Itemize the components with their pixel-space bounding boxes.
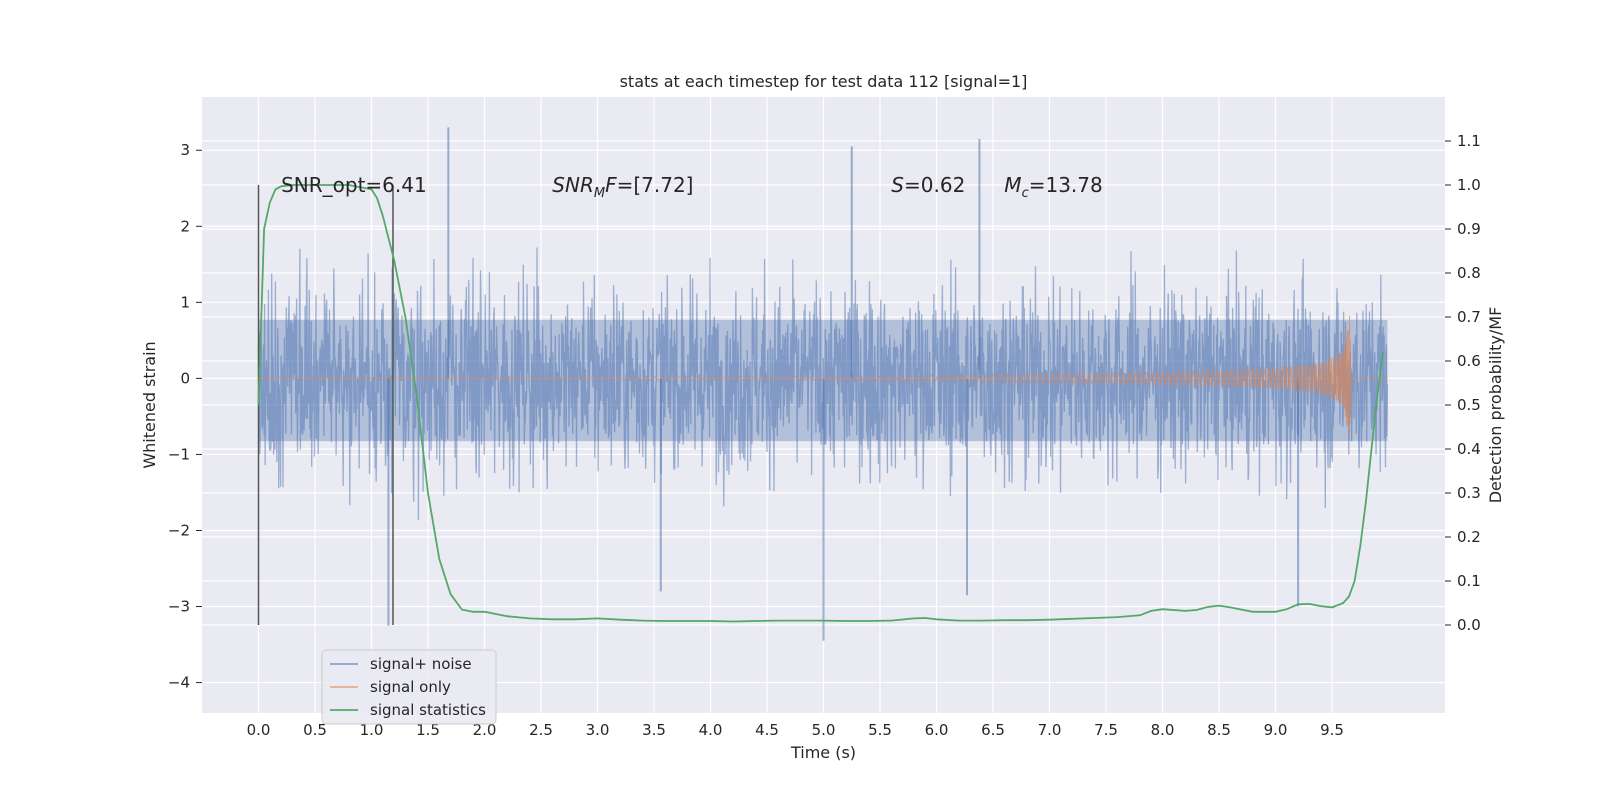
x-tick-label: 6.5 bbox=[981, 721, 1005, 739]
y2-tick-label: 0.2 bbox=[1457, 528, 1481, 546]
signal-statistics-series bbox=[257, 184, 1384, 623]
annotation-text: S=0.62 bbox=[891, 173, 965, 197]
legend-entry: signal+ noise bbox=[370, 655, 472, 673]
x-tick-label: 6.0 bbox=[925, 721, 949, 739]
x-tick-label: 8.0 bbox=[1151, 721, 1175, 739]
x-tick-label: 5.5 bbox=[868, 721, 892, 739]
x-tick-label: 9.0 bbox=[1264, 721, 1288, 739]
y2-tick-label: 0.1 bbox=[1457, 572, 1481, 590]
y-tick-label: −1 bbox=[168, 445, 190, 463]
signal-only-series bbox=[258, 315, 1388, 438]
x-tick-label: 0.0 bbox=[247, 721, 271, 739]
y2-tick-label: 1.0 bbox=[1457, 176, 1481, 194]
y-tick-label: 1 bbox=[180, 293, 190, 311]
y2-axis-label: Detection probability/MF bbox=[1486, 307, 1505, 504]
chart-title: stats at each timestep for test data 112… bbox=[620, 72, 1028, 91]
y-tick-label: −2 bbox=[168, 521, 190, 539]
y2-axis-ticks: 1.1 1.0 0.9 0.8 0.7 0.6 0.5 0.4 0.3 0.2 0.1 0.0 bbox=[1445, 132, 1481, 634]
y2-tick-label: 0.5 bbox=[1457, 396, 1481, 414]
x-tick-label: 3.0 bbox=[586, 721, 610, 739]
x-tick-label: 4.0 bbox=[699, 721, 723, 739]
y-tick-label: 3 bbox=[180, 141, 190, 159]
y2-tick-label: 0.8 bbox=[1457, 264, 1481, 282]
legend-box bbox=[321, 649, 497, 725]
x-tick-label: 7.5 bbox=[1094, 721, 1118, 739]
x-tick-label: 8.5 bbox=[1207, 721, 1231, 739]
legend: signal+ noise signal only signal statistic… bbox=[321, 649, 497, 725]
y2-tick-label: 0.7 bbox=[1457, 308, 1481, 326]
y2-tick-label: 0.9 bbox=[1457, 220, 1481, 238]
y-axis-label: Whitened strain bbox=[140, 341, 159, 468]
annotation-text: SNR_opt=6.41 bbox=[281, 173, 427, 197]
annotations: SNR_opt=6.41 SNRMF=[7.72] S=0.62 Mc=13.78 bbox=[281, 173, 1103, 201]
series-line-signal-only bbox=[258, 315, 1388, 438]
y-axis-ticks: 3 2 1 0 −1 −2 −3 −4 bbox=[168, 141, 202, 692]
y2-tick-label: 1.1 bbox=[1457, 132, 1481, 150]
annotation-text: SNRMF=[7.72] bbox=[552, 173, 693, 201]
annotation-text: Mc=13.78 bbox=[1004, 173, 1102, 201]
y-tick-label: 2 bbox=[180, 217, 190, 235]
y2-tick-label: 0.0 bbox=[1457, 616, 1481, 634]
legend-entry: signal statistics bbox=[370, 701, 486, 719]
x-tick-label: 1.0 bbox=[360, 721, 384, 739]
series-line-signal-statistics bbox=[257, 184, 1384, 623]
x-tick-label: 3.5 bbox=[642, 721, 666, 739]
x-tick-label: 4.5 bbox=[755, 721, 779, 739]
x-tick-label: 0.5 bbox=[303, 721, 327, 739]
x-axis-ticks: 0.0 0.5 1.0 1.5 2.0 2.5 3.0 3.5 4.0 4.5 5.0 5.5 6.0 6… bbox=[247, 721, 1344, 739]
x-tick-label: 2.5 bbox=[529, 721, 553, 739]
y-tick-label: −3 bbox=[168, 598, 190, 616]
y2-tick-label: 0.4 bbox=[1457, 440, 1481, 458]
y-tick-label: 0 bbox=[180, 369, 190, 387]
x-tick-label: 9.5 bbox=[1320, 721, 1344, 739]
x-axis-label: Time (s) bbox=[790, 743, 856, 762]
legend-entry: signal only bbox=[370, 678, 451, 696]
x-tick-label: 1.5 bbox=[416, 721, 440, 739]
y2-tick-label: 0.3 bbox=[1457, 484, 1481, 502]
x-tick-label: 5.0 bbox=[812, 721, 836, 739]
y2-tick-label: 0.6 bbox=[1457, 352, 1481, 370]
x-tick-label: 2.0 bbox=[473, 721, 497, 739]
y-tick-label: −4 bbox=[168, 674, 190, 692]
x-tick-label: 7.0 bbox=[1038, 721, 1062, 739]
